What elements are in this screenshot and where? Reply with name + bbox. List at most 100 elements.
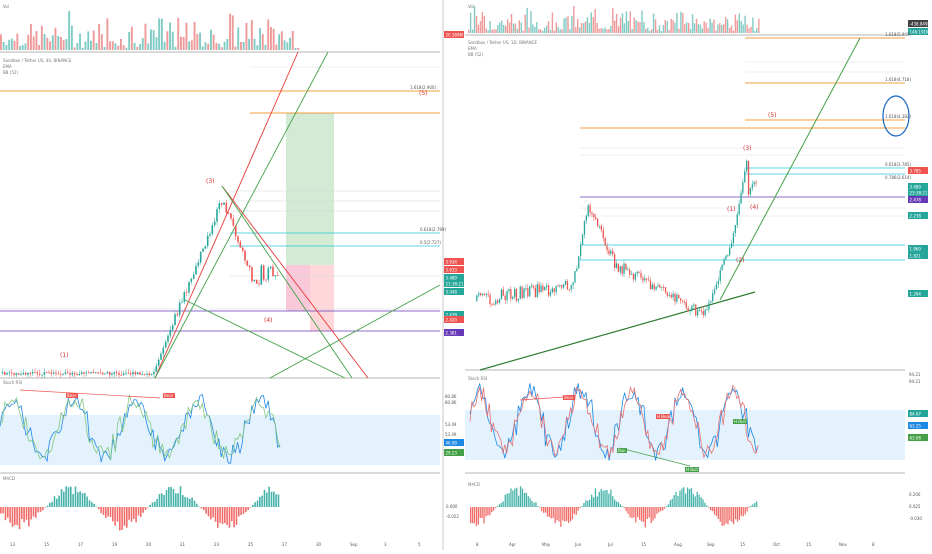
right-macd-bar-143 <box>744 507 746 515</box>
right-price-tag-5-label: 1.869 <box>910 246 922 251</box>
left-macd-bar-43 <box>100 507 102 514</box>
left-volume-bar-57 <box>155 37 158 50</box>
right-volume-bar-135 <box>730 25 733 33</box>
right-macd-bar-44 <box>554 507 556 524</box>
left-volume-bar-54 <box>147 43 150 50</box>
right-candle-body-98 <box>659 285 661 288</box>
right-macd-bar-76 <box>615 501 618 507</box>
right-candle-body-75 <box>615 263 618 268</box>
right-candle-body-125 <box>710 301 712 303</box>
left-macd-bar-100 <box>233 507 235 528</box>
left-candle-body-76 <box>176 314 179 316</box>
right-candle-body-68 <box>602 230 604 239</box>
left-long-target-zone <box>286 113 334 265</box>
left-macd-bar-101 <box>235 507 238 525</box>
left-volume-bars <box>0 11 300 51</box>
left-candle-body-18 <box>41 374 43 376</box>
right-candle-body-114 <box>689 310 691 312</box>
right-candle-body-122 <box>704 309 706 316</box>
left-volume-bar-105 <box>286 42 289 50</box>
right-macd-bar-46 <box>558 507 560 522</box>
right-macd-bar-103 <box>667 504 670 507</box>
left-macd-bar-7 <box>16 507 18 526</box>
right-macd-bar-7 <box>483 507 485 524</box>
right-rsi-level-1: 94.21 <box>909 372 921 377</box>
right-candle-body-110 <box>681 300 684 302</box>
right-macd-bar-25 <box>518 495 520 507</box>
right-fib-label-4: 0.618(3.785) <box>885 162 911 167</box>
right-volume-bar-101 <box>664 19 666 33</box>
right-macd-bar-127 <box>713 507 716 515</box>
right-price-tag-4-bg <box>908 212 928 219</box>
right-volume-bar-39 <box>543 27 546 33</box>
right-candle-body-17 <box>506 291 508 301</box>
right-volume-bar-42 <box>549 29 552 33</box>
right-macd-bar-41 <box>548 507 550 517</box>
right-macd-level-2: 0.025 <box>909 504 921 509</box>
right-volume-bar-149 <box>758 18 760 33</box>
right-macd-bar-27 <box>521 488 524 507</box>
right-macd-bar-30 <box>527 496 529 507</box>
left-macd-bar-82 <box>191 497 193 507</box>
left-price-tag-6-label: 2.420 <box>446 317 458 322</box>
left-volume-bar-101 <box>275 44 278 50</box>
right-candle-body-96 <box>655 286 657 290</box>
left-macd-bar-80 <box>186 497 189 507</box>
right-macd-bar-50 <box>566 507 568 521</box>
right-macd-bar-83 <box>629 507 631 518</box>
left-candle-body-102 <box>237 236 239 243</box>
right-volume-bar-18 <box>503 24 505 33</box>
left-price-tag-4-label: 3.048 <box>446 289 458 294</box>
right-volume-bar-9 <box>485 28 487 33</box>
right-macd-bar-61 <box>587 500 589 507</box>
left-macd-bar-111 <box>259 496 261 507</box>
right-volume-bar-2 <box>471 29 474 33</box>
left-price-tag-7-label: 2.381 <box>446 330 458 335</box>
right-price-tag-0-bg <box>908 167 928 174</box>
left-candle-body-26 <box>59 374 62 376</box>
right-volume-tag-2-label: 146.191M <box>910 29 931 34</box>
right-candle-body-69 <box>604 238 606 246</box>
right-candle-body-130 <box>719 270 721 281</box>
left-volume-bar-85 <box>231 15 234 50</box>
right-volume-bar-126 <box>713 19 715 33</box>
left-candle-body-49 <box>113 372 116 374</box>
right-volume-bar-35 <box>536 22 538 33</box>
right-macd-bar-96 <box>654 507 656 519</box>
left-volume-tag-label: 20.389M <box>446 32 464 37</box>
right-wave-5: (5) <box>768 112 777 119</box>
left-macd-bar-109 <box>254 502 256 507</box>
left-volume-bar-61 <box>166 31 169 50</box>
right-price-tag-1-bg <box>908 183 928 190</box>
left-macd-bar-67 <box>156 498 158 507</box>
left-chart-ema-label: EMA <box>3 64 12 69</box>
left-volume-bar-56 <box>152 30 155 50</box>
left-volume-bar-42 <box>114 43 117 50</box>
right-volume-bar-122 <box>705 22 707 33</box>
right-candle-body-20 <box>512 296 514 299</box>
right-volume-tag-2-bg <box>908 28 928 35</box>
left-macd-bar-57 <box>133 507 135 519</box>
left-macd-bar-115 <box>268 486 270 507</box>
right-candle-body-129 <box>717 280 719 285</box>
right-green-trend <box>719 37 861 301</box>
left-candle-body-116 <box>269 266 272 269</box>
left-volume-bar-12 <box>32 36 35 50</box>
right-macd-bar-9 <box>487 507 489 516</box>
right-macd-bar-69 <box>602 490 604 507</box>
left-rsi-level-4: 53.49 <box>445 432 457 437</box>
left-macd-bar-64 <box>149 504 151 507</box>
right-candle-body-40 <box>549 292 552 296</box>
right-rsi-tag-1-bg <box>908 422 928 429</box>
right-macd-bar-0 <box>470 507 472 524</box>
left-candle-body-27 <box>62 373 64 375</box>
right-macd-bar-94 <box>650 507 652 524</box>
right-volume-bars <box>468 5 760 34</box>
left-x-tick-12: 5 <box>418 542 421 547</box>
right-price-tag-4-label: 2.238 <box>910 213 922 218</box>
left-volume-bar-72 <box>196 33 199 50</box>
left-candle-body-4 <box>8 372 11 374</box>
left-candle-body-3 <box>6 373 8 375</box>
left-macd-bar-107 <box>249 507 252 508</box>
left-macd-bar-99 <box>231 507 233 522</box>
